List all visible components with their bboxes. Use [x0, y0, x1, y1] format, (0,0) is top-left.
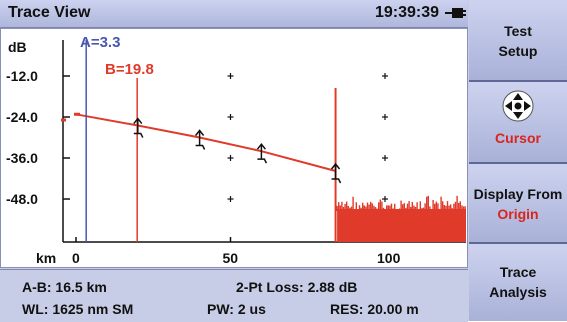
y-tick-label: -48.0: [6, 191, 38, 207]
event-marker-foot: [195, 144, 206, 150]
y-tick-label: -12.0: [6, 68, 38, 84]
event-marker-chevron: [330, 162, 341, 170]
event-marker-icon[interactable]: [195, 129, 206, 150]
four-way-arrow-icon: [502, 90, 534, 122]
y-unit-label: dB: [8, 39, 27, 55]
plot-border: [0, 28, 468, 268]
display-from-label: Display From: [473, 186, 563, 202]
grid-cross-marks: [227, 73, 388, 203]
resolution: RES: 20.00 m: [330, 301, 419, 317]
trace-line: [75, 113, 336, 172]
wavelength: WL: 1625 nm SM: [22, 301, 134, 317]
ab-distance: A-B: 16.5 km: [22, 279, 107, 295]
x-tick-label: 0: [72, 250, 80, 266]
test-setup-button[interactable]: Test Setup: [469, 0, 567, 82]
cursor-a-label: A=3.3: [80, 34, 120, 51]
y-tick-group: -12.0 -24.0 -36.0 -48.0: [6, 68, 70, 207]
y-tick-label: -24.0: [6, 109, 38, 125]
trace-analysis-label-1: Trace: [499, 264, 537, 280]
event-marker-foot: [133, 132, 144, 138]
cursor-b-label: B=19.8: [105, 61, 154, 78]
trace-analysis-label-2: Analysis: [489, 284, 547, 300]
display-from-value: Origin: [497, 206, 539, 222]
trace-plot-area[interactable]: dB km -12.0 -24.0 -36.0 -48.0 0 50 100 A=3.3 …: [0, 28, 468, 268]
title-bar: Trace View 19:39:39: [0, 0, 468, 28]
test-setup-label-1: Test: [504, 23, 532, 39]
noise-floor: [336, 195, 466, 242]
trace-analysis-button[interactable]: Trace Analysis: [469, 244, 567, 321]
x-unit-label: km: [36, 250, 56, 266]
display-from-button[interactable]: Display From Origin: [469, 164, 567, 244]
event-marker-icon[interactable]: [133, 117, 144, 138]
page-title: Trace View: [8, 4, 91, 21]
softkey-panel: Test Setup Cursor Display From Origin Tr…: [469, 0, 567, 321]
y-tick-label: -36.0: [6, 150, 38, 166]
event-marker-icon[interactable]: [256, 142, 268, 164]
x-tick-label: 50: [223, 250, 239, 266]
event-marker-chevron: [256, 142, 266, 150]
cursor-button[interactable]: Cursor: [469, 82, 567, 164]
cursor-label: Cursor: [495, 130, 541, 146]
trace-chart[interactable]: dB km -12.0-24.0-36.0-48.0 0 50 100 A=3.3 …: [0, 28, 468, 268]
event-marker-icon[interactable]: [330, 162, 342, 184]
event-marker-chevron: [133, 117, 143, 125]
noise-floor-body: [337, 209, 466, 242]
event-marker-group: [133, 117, 342, 184]
event-marker-foot: [331, 178, 342, 184]
event-marker-foot: [257, 158, 268, 164]
pulse-width: PW: 2 us: [207, 301, 266, 317]
two-point-loss: 2-Pt Loss: 2.88 dB: [236, 279, 358, 295]
test-setup-label-2: Setup: [498, 43, 538, 59]
event-marker-chevron: [195, 129, 205, 136]
battery-plug-icon: [445, 8, 466, 18]
x-tick-label: 100: [377, 250, 401, 266]
status-bar: A-B: 16.5 km 2-Pt Loss: 2.88 dB WL: 1625…: [0, 269, 468, 322]
clock: 19:39:39: [375, 4, 440, 21]
